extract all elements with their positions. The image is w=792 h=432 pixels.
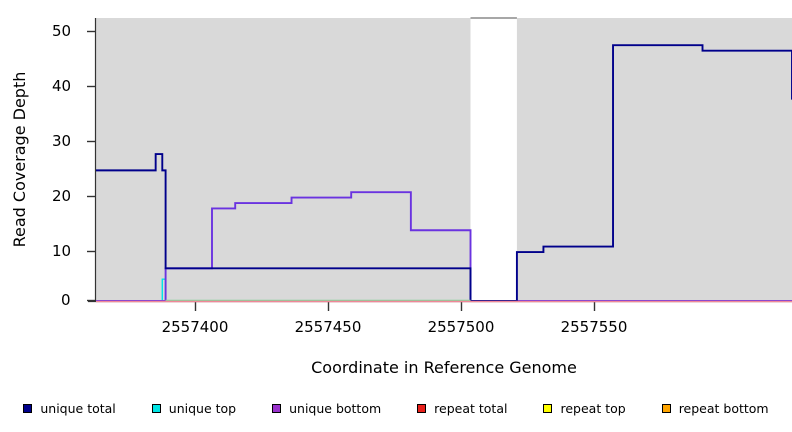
legend-spacer — [507, 408, 543, 409]
x-tick-label-2557400: 2557400 — [161, 318, 229, 336]
legend-label-unique-total: unique total — [40, 400, 116, 416]
legend-label-unique-bottom: unique bottom — [289, 400, 382, 416]
y-tick-label-0: 0 — [61, 291, 71, 309]
legend-item-repeat-total[interactable]: repeat total — [417, 402, 507, 415]
x-axis-title: Coordinate in Reference Genome — [311, 358, 577, 377]
x-tick-label-2557550: 2557550 — [560, 318, 628, 336]
legend-swatch-icon-unique-bottom — [272, 403, 282, 413]
x-tick-label-2557450: 2557450 — [294, 318, 362, 336]
legend-item-repeat-bottom[interactable]: repeat bottom — [661, 400, 769, 416]
legend-spacer — [236, 408, 272, 409]
series-lines — [96, 44, 792, 303]
y-tick-label-40: 40 — [52, 77, 72, 95]
legend-label-unique-top: unique top — [168, 400, 237, 416]
y-tick-label-20: 20 — [52, 187, 72, 205]
legend-swatch-icon-repeat-top — [543, 403, 553, 413]
legend-spacer — [626, 408, 662, 409]
plot-background-right — [516, 18, 792, 301]
y-tick-label-30: 30 — [52, 132, 72, 150]
legend-swatch-icon-unique-top — [151, 403, 161, 413]
legend-item-repeat-top[interactable]: repeat top — [543, 400, 626, 416]
legend-swatch-icon-repeat-total — [417, 403, 427, 413]
legend-item-unique-bottom[interactable]: unique bottom — [272, 402, 381, 415]
legend-swatch-icon-repeat-bottom — [661, 403, 671, 413]
plot-background-left — [96, 18, 471, 301]
legend: unique total unique top unique bottom re… — [0, 398, 792, 418]
legend-spacer — [116, 408, 152, 409]
y-tick-label-50: 50 — [52, 22, 72, 40]
legend-label-repeat-bottom: repeat bottom — [678, 400, 769, 416]
x-tick-label-2557500: 2557500 — [427, 318, 495, 336]
legend-item-unique-total[interactable]: unique total — [23, 400, 116, 416]
legend-label-repeat-total: repeat total — [434, 400, 508, 416]
legend-label-repeat-top: repeat top — [560, 400, 626, 416]
legend-swatch-icon-unique-total — [23, 403, 33, 413]
legend-spacer — [381, 408, 417, 409]
y-tick-label-10: 10 — [52, 242, 72, 260]
legend-item-unique-top[interactable]: unique top — [151, 400, 237, 416]
plot-background — [96, 17, 792, 301]
